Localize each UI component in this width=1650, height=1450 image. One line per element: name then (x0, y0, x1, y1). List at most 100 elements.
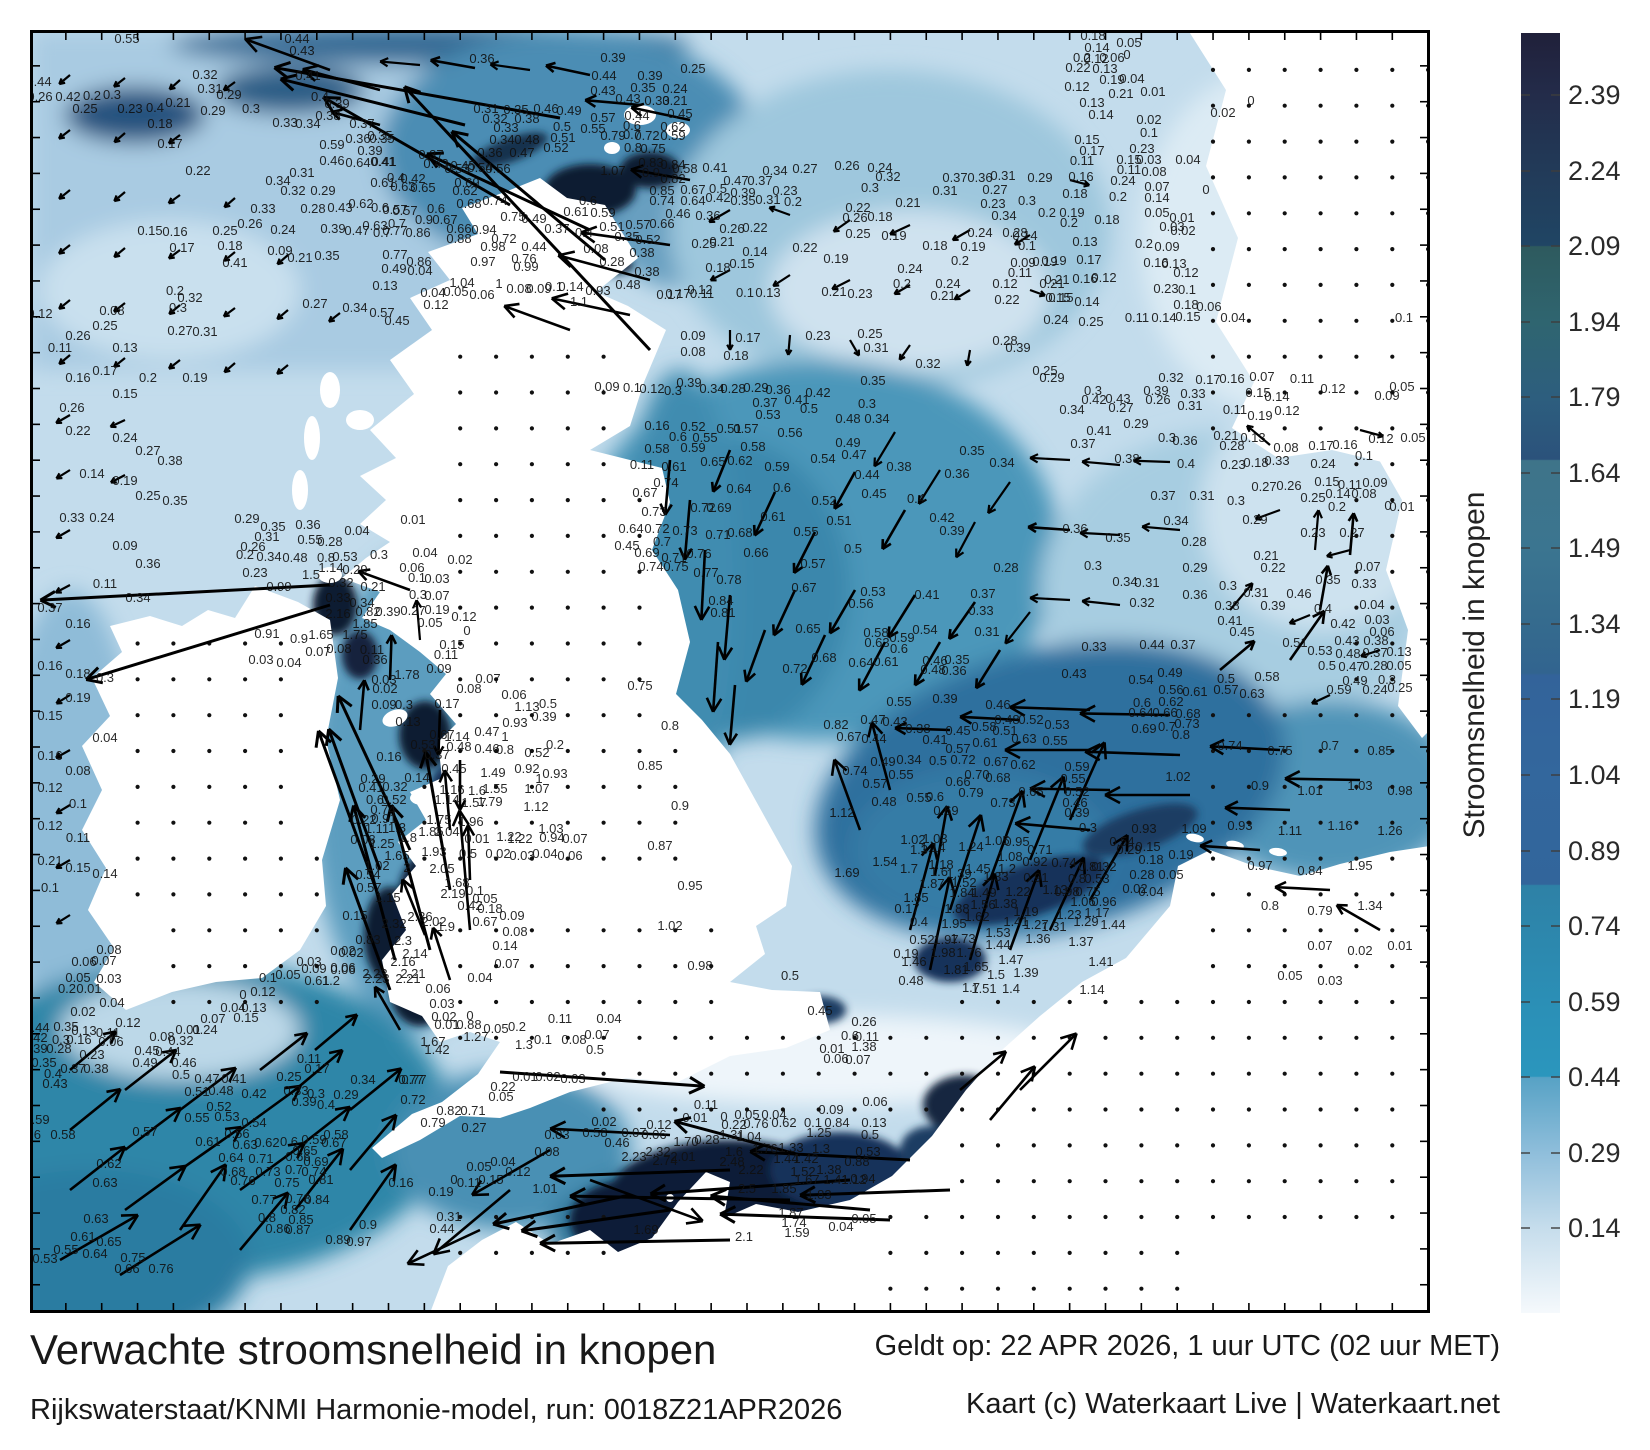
speed-value-label: 0.82 (355, 604, 380, 619)
grid-dot (1246, 211, 1251, 216)
grid-dot (601, 390, 606, 395)
speed-value-label: 0.31 (289, 165, 314, 180)
speed-value-label: 1.75 (426, 812, 451, 827)
speed-value-label: 0.55 (580, 121, 605, 136)
speed-value-label: 1.22 (507, 831, 532, 846)
current-arrow (705, 641, 723, 713)
speed-value-label: 0.49 (1342, 673, 1367, 688)
speed-value-label: 0.44 (1139, 637, 1164, 652)
grid-dot (135, 641, 140, 646)
speed-value-label: 0.5 (861, 1127, 879, 1142)
speed-value-label: 0.37 (942, 170, 967, 185)
speed-value-label: 0.1 (1395, 310, 1413, 325)
speed-value-label: 1.96 (458, 814, 483, 829)
grid-dot (1282, 103, 1287, 108)
grid-dot (1390, 247, 1395, 252)
speed-value-label: 0.41 (221, 1071, 246, 1086)
speed-value-label: 0.19 (1247, 408, 1272, 423)
grid-dot (1390, 282, 1395, 287)
grid-dot (1139, 1286, 1144, 1291)
speed-value-label: 0.35 (31, 1055, 56, 1070)
speed-value-label: 0.12 (505, 1164, 530, 1179)
speed-value-label: 0.11 (457, 1175, 481, 1190)
speed-value-label: 1.84 (949, 885, 974, 900)
grid-dot (1282, 748, 1287, 754)
speed-value-label: 1.42 (424, 1042, 449, 1057)
speed-value-label: 0.91 (1023, 870, 1048, 885)
speed-value-label: 0.13 (1386, 644, 1411, 659)
speed-value-label: 1.5 (302, 567, 320, 582)
speed-value-label: 0.03 (544, 1127, 569, 1142)
model-run-info: Rijkswaterstaat/KNMI Harmonie-model, run… (30, 1394, 843, 1426)
current-arrow (322, 96, 511, 207)
speed-value-label: 0.14 (1012, 228, 1037, 243)
grid-dot (1175, 1179, 1180, 1184)
speed-value-label: 0.58 (644, 441, 669, 456)
grid-dot (673, 1107, 678, 1112)
speed-value-label: 0.8 (1172, 727, 1190, 742)
current-arrow (1229, 582, 1254, 611)
grid-dot (637, 856, 642, 861)
speed-value-label: 1.3 (515, 1037, 533, 1052)
current-arrow (772, 274, 791, 287)
speed-value-label: 1.08 (997, 849, 1022, 864)
speed-value-label: 0.14 (1151, 310, 1176, 325)
speed-value-label: 1.26 (1377, 823, 1402, 838)
speed-value-label: 0.72 (644, 521, 669, 536)
grid-dot (1067, 1250, 1072, 1255)
speed-value-label: 0.76 (743, 1116, 768, 1131)
current-arrow (379, 57, 421, 68)
current-arrow (580, 225, 671, 247)
speed-value-label: 0.33 (1351, 576, 1376, 591)
speed-value-label: 0.17 (1079, 143, 1104, 158)
speed-value-label: 0.46 (665, 206, 690, 221)
speed-value-label: 0.72 (690, 500, 715, 515)
grid-dot (458, 498, 463, 503)
grid-dot (1031, 1214, 1036, 1220)
current-arrow (168, 304, 181, 316)
speed-value-label: 0.25 (845, 226, 870, 241)
speed-value-label: 0.66 (649, 216, 674, 231)
speed-value-label: 0.02 (338, 945, 363, 960)
current-arrow (259, 1031, 309, 1072)
grid-dot (135, 748, 140, 754)
speed-value-label: 0.09 (526, 281, 551, 296)
speed-value-label: 0.58 (863, 625, 888, 640)
current-arrow (69, 1087, 122, 1132)
speed-value-label: 0.73 (255, 1164, 280, 1179)
speed-value-label: 0.56 (848, 596, 873, 611)
speed-value-label: 1.74 (781, 1215, 806, 1230)
speed-value-label: 0.44 (624, 108, 649, 123)
speed-value-label: 1.85 (903, 890, 928, 905)
speed-value-label: 0.4 (910, 914, 928, 929)
grid-dot (1282, 426, 1287, 431)
current-arrow (649, 1178, 851, 1203)
current-arrow (223, 197, 236, 209)
speed-value-label: 0.52 (680, 419, 705, 434)
grid-dot (565, 784, 570, 790)
grid-dot (1282, 1214, 1287, 1220)
speed-value-label: 0.3 (370, 547, 388, 562)
speed-value-label: 0.26 (240, 539, 265, 554)
current-arrow (330, 108, 381, 127)
current-arrow (499, 1070, 706, 1095)
current-arrow (917, 469, 941, 505)
speed-value-label: 0.05 (65, 970, 90, 985)
current-arrow (678, 499, 694, 561)
speed-value-label: 0.1 (1018, 238, 1036, 253)
speed-value-label: 0.32 (382, 779, 407, 794)
colorbar-tick-label: 2.24 (1568, 155, 1621, 186)
speed-value-label: 0.59 (319, 137, 344, 152)
speed-value-label: 0.19 (881, 228, 906, 243)
speed-value-label: 2.21 (395, 971, 420, 986)
grid-dot (673, 748, 678, 754)
grid-dot (1246, 1214, 1251, 1220)
speed-value-label: 0.04 (92, 730, 117, 745)
grid-dot (852, 1107, 857, 1112)
colorbar-tick-mark (1551, 320, 1560, 323)
grid-dot (171, 820, 176, 825)
grid-dot (995, 1250, 1001, 1255)
grid-dot (171, 999, 176, 1005)
speed-value-label: 1.67 (420, 1034, 445, 1049)
current-arrow (314, 729, 382, 901)
